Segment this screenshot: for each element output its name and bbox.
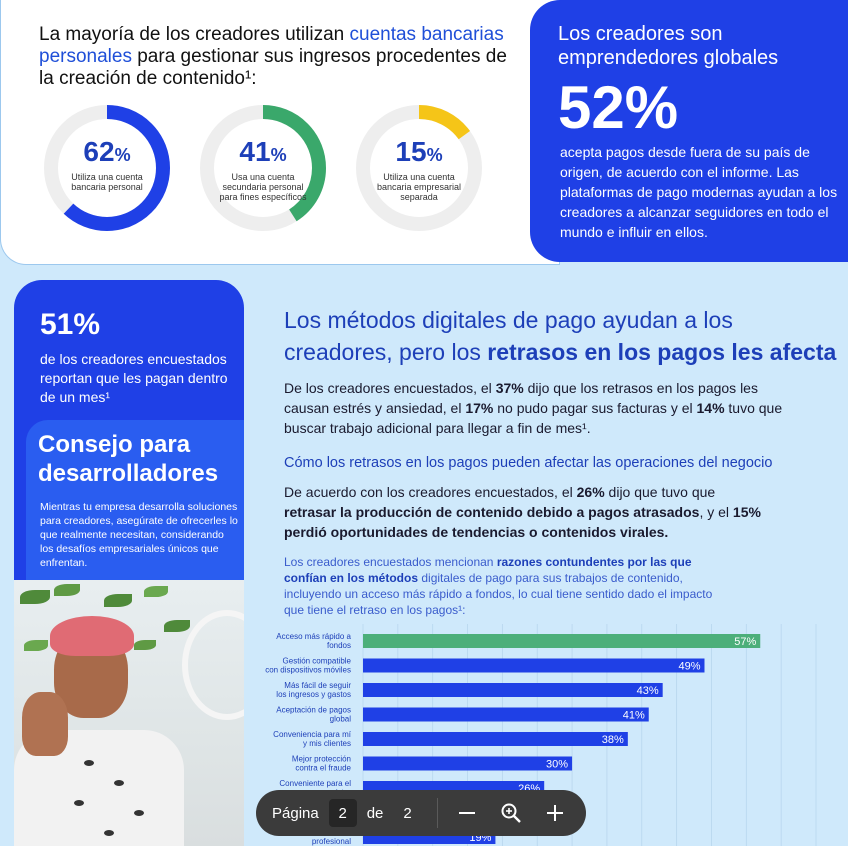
bar-value-label: 38%: [602, 734, 624, 746]
stress-paragraph: De los creadores encuestados, el 37% dij…: [284, 380, 783, 436]
bar: [363, 756, 573, 771]
reasons-paragraph: Los creadores encuestados mencionan razo…: [284, 555, 713, 617]
tip-title: Consejo para desarrolladores: [38, 431, 219, 487]
bar: [363, 683, 663, 697]
total-pages: 2: [403, 804, 412, 822]
bar-category-label: Gestión compatible con dispositivos móvil…: [265, 657, 351, 675]
donut-business: 15% Utiliza una cuenta bancaria empresar…: [353, 102, 485, 234]
pdf-toolbar: Página 2 de 2: [256, 790, 586, 836]
bar-value-label: 30%: [546, 759, 568, 771]
waving-hand: [22, 692, 68, 756]
person-hair: [50, 616, 134, 656]
donut-label: Utiliza una cuenta bancaria personal: [71, 172, 143, 192]
bar-value-label: 57%: [734, 636, 756, 648]
magnifier-icon: [501, 803, 522, 823]
heading-text-1: La mayoría de los creadores utilizan: [39, 24, 350, 45]
developer-tip: Consejo para desarrolladores Mientras tu…: [26, 420, 244, 580]
left-stat-card: 51% de los creadores encuestados reporta…: [14, 280, 244, 846]
accounts-heading: La mayoría de los creadores utilizan cue…: [39, 24, 519, 90]
bar-value-label: 49%: [678, 661, 700, 673]
creator-photo: [14, 580, 244, 846]
donut-charts: 62% Utiliza una cuenta bancaria personal…: [41, 102, 485, 234]
operations-heading: Cómo los retrasos en los pagos pueden af…: [284, 455, 773, 471]
bar-value-label: 43%: [637, 685, 659, 697]
global-stat: 52%: [558, 74, 679, 141]
of-label: de: [366, 804, 384, 822]
global-title: Los creadores son emprendedores globales: [558, 23, 779, 69]
donut-ring: [200, 105, 326, 231]
bar-category-label: Conveniencia para mí y mis clientes: [273, 730, 352, 748]
toolbar-divider: [437, 798, 439, 828]
donut-personal: 62% Utiliza una cuenta bancaria personal: [41, 102, 173, 234]
bar: [363, 732, 628, 746]
top-left-panel: La mayoría de los creadores utilizan cue…: [0, 0, 560, 265]
page-label: Página: [272, 804, 319, 822]
donut-value: 15%: [395, 136, 443, 167]
paid-month-stat: 51%: [40, 308, 101, 341]
paid-month-description: de los creadores encuestados reportan qu…: [40, 351, 228, 405]
global-creators-card: Los creadores son emprendedores globales…: [530, 0, 848, 262]
bar-category-label: Mejor protección contra el fraude: [292, 755, 352, 773]
main-title-bold: retrasos en los pagos les afecta: [487, 339, 837, 365]
plus-icon: [547, 805, 564, 821]
current-page-input[interactable]: 2: [328, 799, 357, 827]
minus-icon: [459, 812, 476, 814]
donut-value: 62%: [83, 136, 131, 167]
zoom-in-button[interactable]: [540, 798, 570, 828]
global-description: acepta pagos desde fuera de su país de o…: [560, 144, 838, 240]
bar-category-label: Aceptación de pagos global: [276, 706, 351, 724]
donut-label: Usa una cuenta secundaria personal para …: [219, 172, 307, 202]
bar: [363, 634, 761, 648]
heading-accent: cuentas bancarias personales: [39, 24, 504, 67]
donut-ring: [356, 105, 482, 231]
donut-value: 41%: [239, 136, 287, 167]
donut-label: Utiliza una cuenta bancaria empresarial …: [376, 172, 462, 202]
zoom-fit-button[interactable]: [496, 798, 526, 828]
operations-paragraph: De acuerdo con los creadores encuestados…: [284, 484, 761, 540]
donut-ring: [44, 105, 170, 231]
heading-text-2: para gestionar sus ingresos procedentes …: [39, 46, 507, 89]
bar-category-label: Acceso más rápido a fondos: [276, 632, 351, 650]
tip-text: Mientras tu empresa desarrolla solucione…: [40, 501, 238, 569]
main-title: Los métodos digitales de pago ayudan a l…: [284, 307, 837, 365]
donut-secondary: 41% Usa una cuenta secundaria personal p…: [197, 102, 329, 234]
bar: [363, 658, 705, 673]
bar-value-label: 41%: [623, 710, 645, 722]
zoom-out-button[interactable]: [452, 798, 482, 828]
ring-light: [182, 610, 244, 720]
bar-category-label: Más fácil de seguir los ingresos y gastos: [276, 681, 351, 699]
reasons-bar-chart: 57% Acceso más rápido a fondos 49% Gestión c…: [265, 624, 817, 846]
bar: [363, 707, 649, 722]
